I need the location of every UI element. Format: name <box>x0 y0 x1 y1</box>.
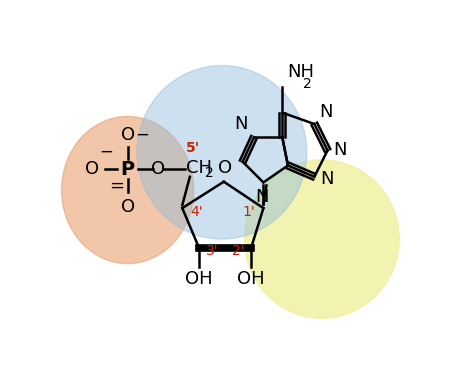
Text: N: N <box>334 141 347 159</box>
Text: O: O <box>120 126 135 144</box>
Text: OH: OH <box>237 269 265 288</box>
Text: N: N <box>235 116 248 133</box>
Ellipse shape <box>62 116 193 264</box>
Text: NH: NH <box>287 63 314 81</box>
Text: 2: 2 <box>205 166 214 180</box>
Text: O: O <box>120 198 135 215</box>
Text: 1': 1' <box>242 205 255 219</box>
Text: 4': 4' <box>191 205 203 219</box>
Text: P: P <box>120 160 135 179</box>
Text: O: O <box>218 159 232 177</box>
Text: CH: CH <box>186 159 212 177</box>
Text: N: N <box>255 188 268 206</box>
Text: O: O <box>151 160 165 178</box>
Text: 3': 3' <box>206 244 219 258</box>
Text: 5': 5' <box>186 141 200 155</box>
Text: 2: 2 <box>303 78 312 91</box>
Text: 2': 2' <box>231 244 244 258</box>
Text: −: − <box>135 125 149 143</box>
Text: OH: OH <box>185 269 213 288</box>
Ellipse shape <box>137 65 307 239</box>
Text: O: O <box>85 160 100 178</box>
Text: =: = <box>109 176 125 195</box>
Text: N: N <box>320 170 334 188</box>
Text: −: − <box>99 143 113 161</box>
Ellipse shape <box>245 160 399 318</box>
Text: N: N <box>319 103 333 121</box>
